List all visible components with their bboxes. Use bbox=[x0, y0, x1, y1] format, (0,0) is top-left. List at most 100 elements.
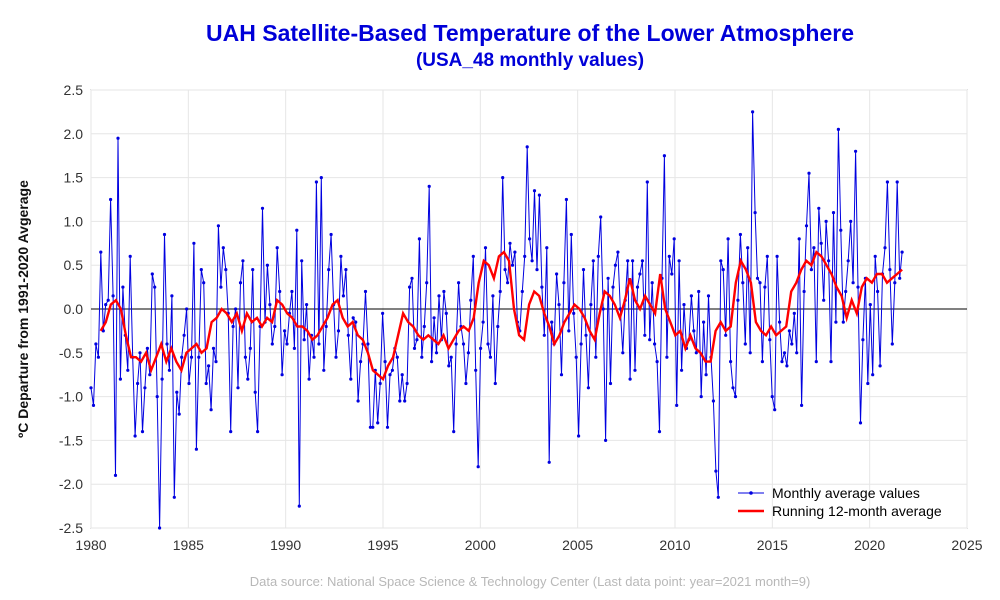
monthly-point bbox=[645, 180, 649, 184]
monthly-point bbox=[145, 346, 149, 350]
monthly-point bbox=[236, 386, 240, 390]
monthly-point bbox=[871, 373, 875, 377]
monthly-point bbox=[211, 346, 216, 350]
monthly-point bbox=[890, 342, 894, 346]
monthly-point bbox=[491, 294, 495, 298]
monthly-point bbox=[273, 324, 277, 329]
monthly-point bbox=[819, 241, 823, 245]
monthly-point bbox=[341, 294, 345, 298]
y-tick-label: -1.0 bbox=[59, 389, 83, 405]
monthly-point bbox=[238, 281, 243, 285]
monthly-point bbox=[204, 381, 208, 386]
monthly-point bbox=[231, 324, 235, 329]
monthly-point bbox=[643, 333, 647, 337]
monthly-point bbox=[834, 320, 838, 324]
monthly-point bbox=[113, 473, 118, 477]
y-axis-label: ºC Departure from 1991-2020 Avgerage bbox=[15, 180, 31, 438]
monthly-point bbox=[635, 285, 640, 289]
monthly-point bbox=[650, 281, 654, 285]
monthly-point bbox=[665, 355, 669, 359]
monthly-point bbox=[476, 465, 480, 469]
monthly-point bbox=[302, 338, 306, 342]
monthly-point bbox=[140, 430, 145, 434]
monthly-point bbox=[746, 246, 750, 250]
monthly-point bbox=[854, 149, 858, 153]
monthly-point bbox=[339, 254, 343, 258]
monthly-point bbox=[795, 351, 799, 355]
monthly-point bbox=[569, 232, 573, 237]
monthly-point bbox=[285, 342, 289, 346]
monthly-point bbox=[312, 355, 316, 359]
monthly-point bbox=[452, 430, 456, 434]
monthly-point bbox=[185, 307, 189, 311]
chart-title: UAH Satellite-Based Temperature of the L… bbox=[206, 20, 854, 46]
monthly-point bbox=[726, 237, 730, 241]
monthly-point bbox=[481, 320, 485, 324]
monthly-point bbox=[300, 259, 304, 263]
monthly-point bbox=[861, 338, 865, 342]
monthly-point bbox=[479, 346, 483, 350]
monthly-point bbox=[792, 311, 796, 315]
monthly-point bbox=[234, 307, 238, 311]
y-tick-label: -0.5 bbox=[59, 345, 83, 361]
monthly-point bbox=[606, 276, 610, 280]
monthly-point bbox=[775, 254, 779, 258]
monthly-point bbox=[280, 373, 284, 377]
monthly-point bbox=[187, 381, 191, 386]
monthly-point bbox=[265, 263, 269, 267]
monthly-point bbox=[202, 281, 206, 285]
monthly-point bbox=[224, 268, 228, 272]
y-tick-label: -2.0 bbox=[59, 476, 83, 492]
monthly-point bbox=[844, 289, 848, 294]
monthly-point bbox=[711, 399, 716, 403]
running-average-line bbox=[99, 250, 903, 382]
monthly-point bbox=[724, 333, 728, 337]
monthly-point bbox=[503, 268, 507, 272]
chart-subtitle: (USA_48 monthly values) bbox=[415, 50, 645, 71]
monthly-point bbox=[351, 316, 355, 320]
monthly-point bbox=[390, 368, 394, 372]
y-tick-label: -2.5 bbox=[59, 520, 83, 536]
monthly-point bbox=[474, 368, 478, 372]
monthly-point bbox=[846, 259, 850, 263]
monthly-point bbox=[496, 324, 500, 329]
monthly-point bbox=[800, 403, 804, 407]
monthly-point bbox=[268, 303, 272, 307]
monthly-point bbox=[574, 355, 578, 359]
monthly-point bbox=[99, 250, 103, 254]
x-tick-label: 1995 bbox=[367, 537, 398, 553]
monthly-point bbox=[219, 285, 223, 289]
monthly-point bbox=[469, 298, 473, 302]
monthly-point bbox=[655, 360, 659, 364]
monthly-point bbox=[177, 412, 181, 416]
monthly-point bbox=[672, 237, 676, 241]
y-tick-label: -1.5 bbox=[59, 432, 83, 448]
monthly-point bbox=[403, 399, 407, 403]
monthly-point bbox=[831, 211, 836, 215]
monthly-point bbox=[577, 434, 581, 438]
monthly-point bbox=[731, 386, 735, 390]
monthly-point bbox=[626, 259, 630, 263]
monthly-point bbox=[760, 360, 765, 364]
monthly-point bbox=[525, 145, 529, 149]
monthly-point bbox=[812, 246, 816, 250]
monthly-point bbox=[608, 381, 613, 386]
monthly-point bbox=[305, 303, 309, 307]
monthly-point bbox=[692, 329, 696, 333]
monthly-point bbox=[128, 254, 132, 258]
y-axis-ticks: 2.5 2.0 1.5 1.0 0.5 0.0 -0.5 -1.0 -1.5 -2.0 -2.5 bbox=[59, 82, 83, 536]
monthly-point bbox=[138, 351, 142, 355]
monthly-point bbox=[229, 430, 233, 434]
monthly-point bbox=[412, 346, 417, 350]
monthly-point bbox=[354, 320, 358, 324]
monthly-point bbox=[336, 329, 341, 333]
monthly-point bbox=[866, 381, 870, 386]
monthly-point bbox=[297, 504, 301, 508]
monthly-point bbox=[581, 268, 586, 272]
monthly-point bbox=[714, 469, 718, 473]
monthly-point bbox=[670, 272, 674, 276]
monthly-point bbox=[197, 355, 201, 359]
monthly-point bbox=[165, 342, 169, 346]
monthly-point bbox=[680, 368, 684, 372]
monthly-point bbox=[464, 381, 468, 386]
